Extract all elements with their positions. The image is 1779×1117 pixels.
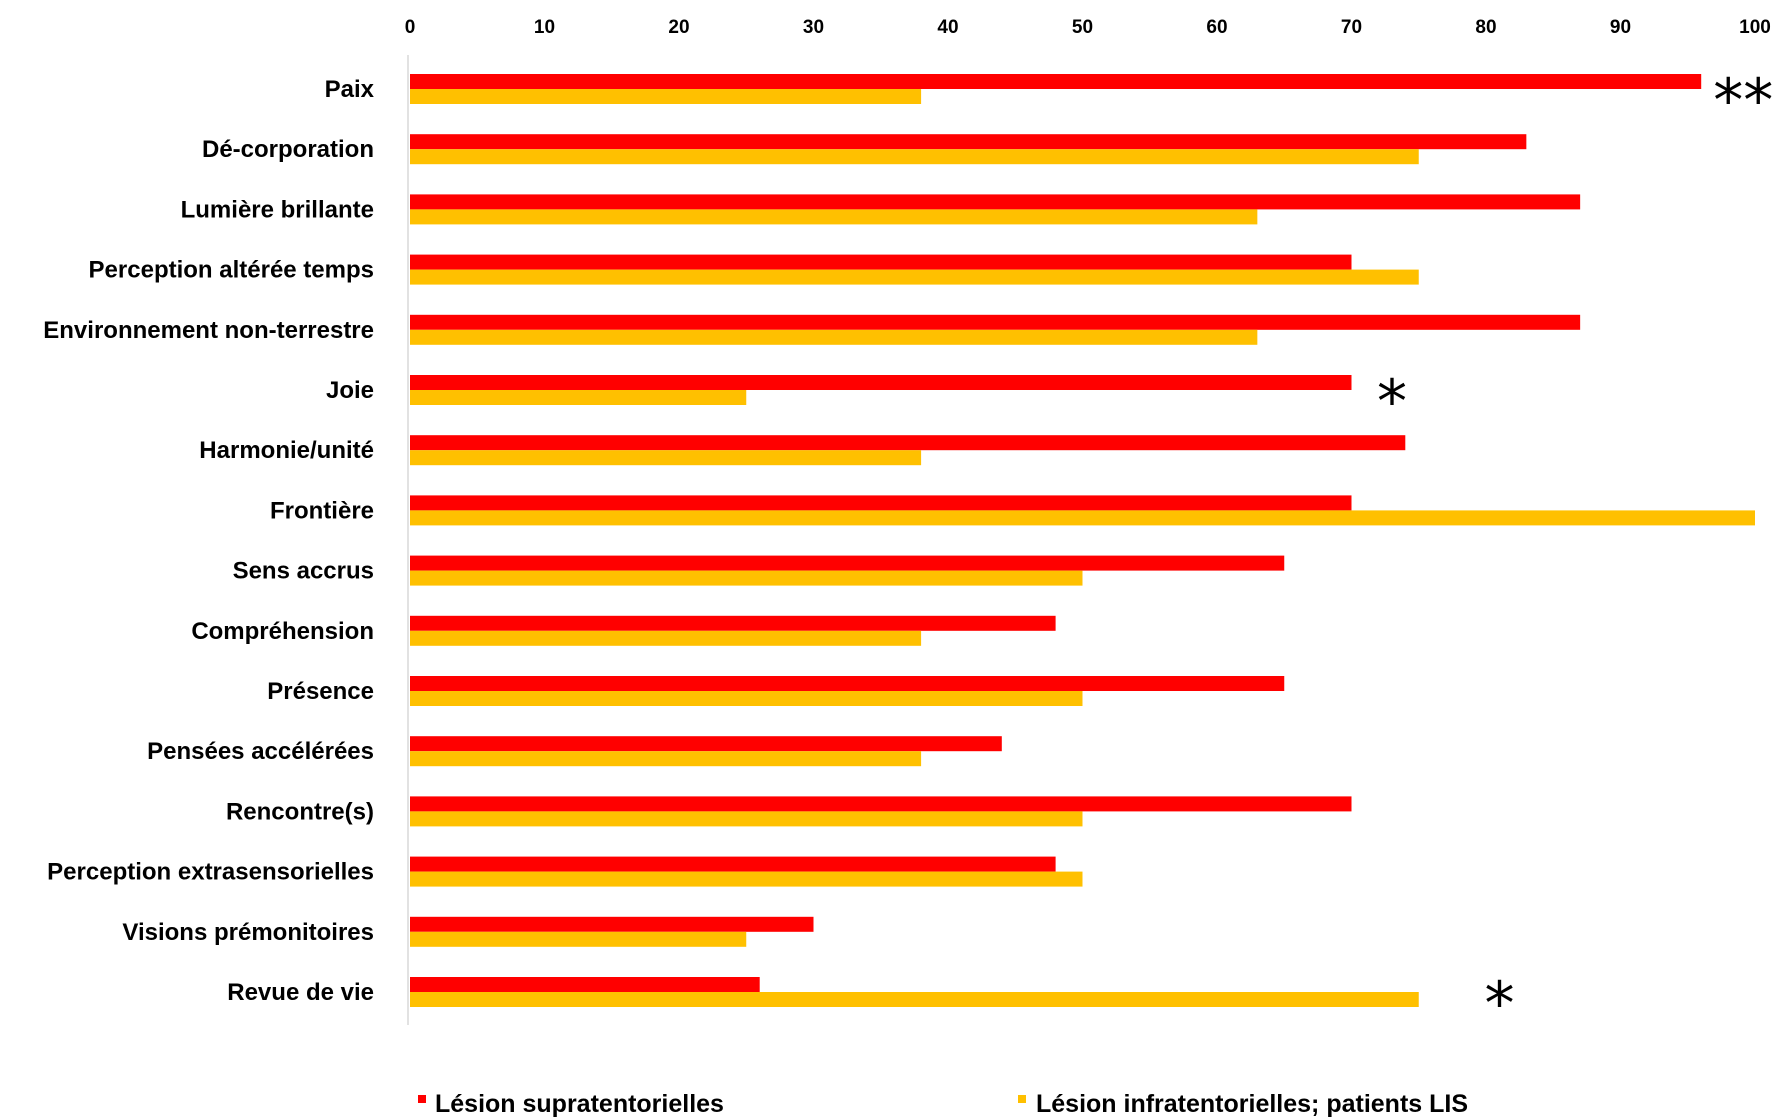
bar-supratentorielles	[410, 736, 1002, 752]
bar-supratentorielles	[410, 555, 1285, 571]
tick-label-60: 60	[1206, 17, 1227, 38]
bar-infratentorielles	[410, 811, 1083, 827]
bar-infratentorielles	[410, 329, 1258, 345]
category-label: Lumière brillante	[181, 196, 374, 223]
bars	[410, 74, 1755, 1007]
legend-label-infratentorielles: Lésion infratentorielles; patients LIS	[1036, 1090, 1468, 1117]
bar-infratentorielles	[410, 691, 1083, 706]
category-label: Perception altérée temps	[89, 257, 374, 284]
bar-infratentorielles	[410, 450, 922, 466]
category-label: Joie	[326, 377, 374, 404]
category-label: Frontière	[270, 497, 374, 524]
category-label: Rencontre(s)	[226, 798, 374, 825]
tick-label-20: 20	[668, 17, 689, 38]
bar-supratentorielles	[410, 74, 1702, 89]
category-label: Dé-corporation	[202, 136, 374, 163]
significance-annotations: ****	[1377, 66, 1773, 1039]
tick-label-10: 10	[534, 17, 555, 38]
category-label: Environnement non-terrestre	[43, 317, 374, 344]
x-axis-ticks: 0 10 20 30 40 50 60 70 80 90 100	[405, 17, 1771, 38]
category-label: Pensées accélérées	[147, 738, 374, 765]
significance-marker: **	[1713, 66, 1773, 136]
bar-infratentorielles	[410, 209, 1258, 225]
bar-supratentorielles	[410, 495, 1352, 511]
category-label: Revue de vie	[227, 979, 374, 1006]
bar-supratentorielles	[410, 435, 1406, 451]
category-label: Perception extrasensorielles	[47, 859, 374, 886]
legend-swatch-supratentorielles	[418, 1095, 426, 1103]
bar-infratentorielles	[410, 931, 747, 947]
category-label: Harmonie/unité	[199, 437, 374, 464]
bar-supratentorielles	[410, 194, 1581, 210]
legend-swatch-infratentorielles	[1018, 1095, 1026, 1103]
bar-supratentorielles	[410, 856, 1056, 872]
category-label: Compréhension	[191, 618, 374, 645]
bar-supratentorielles	[410, 916, 814, 932]
bar-supratentorielles	[410, 375, 1352, 390]
category-label: Visions prémonitoires	[122, 919, 374, 946]
bar-supratentorielles	[410, 796, 1352, 812]
bar-supratentorielles	[410, 676, 1285, 691]
tick-label-70: 70	[1341, 17, 1362, 38]
category-label: Paix	[325, 76, 375, 103]
bar-infratentorielles	[410, 89, 922, 104]
bar-infratentorielles	[410, 871, 1083, 887]
significance-marker: *	[1485, 969, 1515, 1039]
significance-marker: *	[1377, 367, 1407, 437]
tick-label-40: 40	[937, 17, 958, 38]
category-labels: Paix Dé-corporation Lumière brillante Perce…	[43, 76, 374, 1006]
bar-infratentorielles	[410, 630, 922, 646]
tick-label-0: 0	[405, 17, 416, 38]
bar-supratentorielles	[410, 615, 1056, 631]
bar-supratentorielles	[410, 314, 1581, 330]
tick-label-80: 80	[1475, 17, 1496, 38]
bar-supratentorielles	[410, 134, 1527, 150]
tick-label-50: 50	[1072, 17, 1093, 38]
bar-infratentorielles	[410, 390, 747, 405]
bar-infratentorielles	[410, 751, 922, 767]
tick-label-30: 30	[803, 17, 824, 38]
bar-infratentorielles	[410, 269, 1419, 285]
bar-infratentorielles	[410, 570, 1083, 586]
bar-infratentorielles	[410, 149, 1419, 165]
tick-label-100: 100	[1739, 17, 1771, 38]
bar-infratentorielles	[410, 510, 1755, 526]
category-label: Présence	[267, 678, 374, 705]
legend: Lésion supratentorielles Lésion infraten…	[418, 1090, 1468, 1117]
bar-supratentorielles	[410, 254, 1352, 270]
bar-supratentorielles	[410, 977, 760, 992]
legend-label-supratentorielles: Lésion supratentorielles	[435, 1090, 724, 1117]
bar-infratentorielles	[410, 992, 1419, 1007]
category-label: Sens accrus	[233, 558, 374, 585]
tick-label-90: 90	[1610, 17, 1631, 38]
